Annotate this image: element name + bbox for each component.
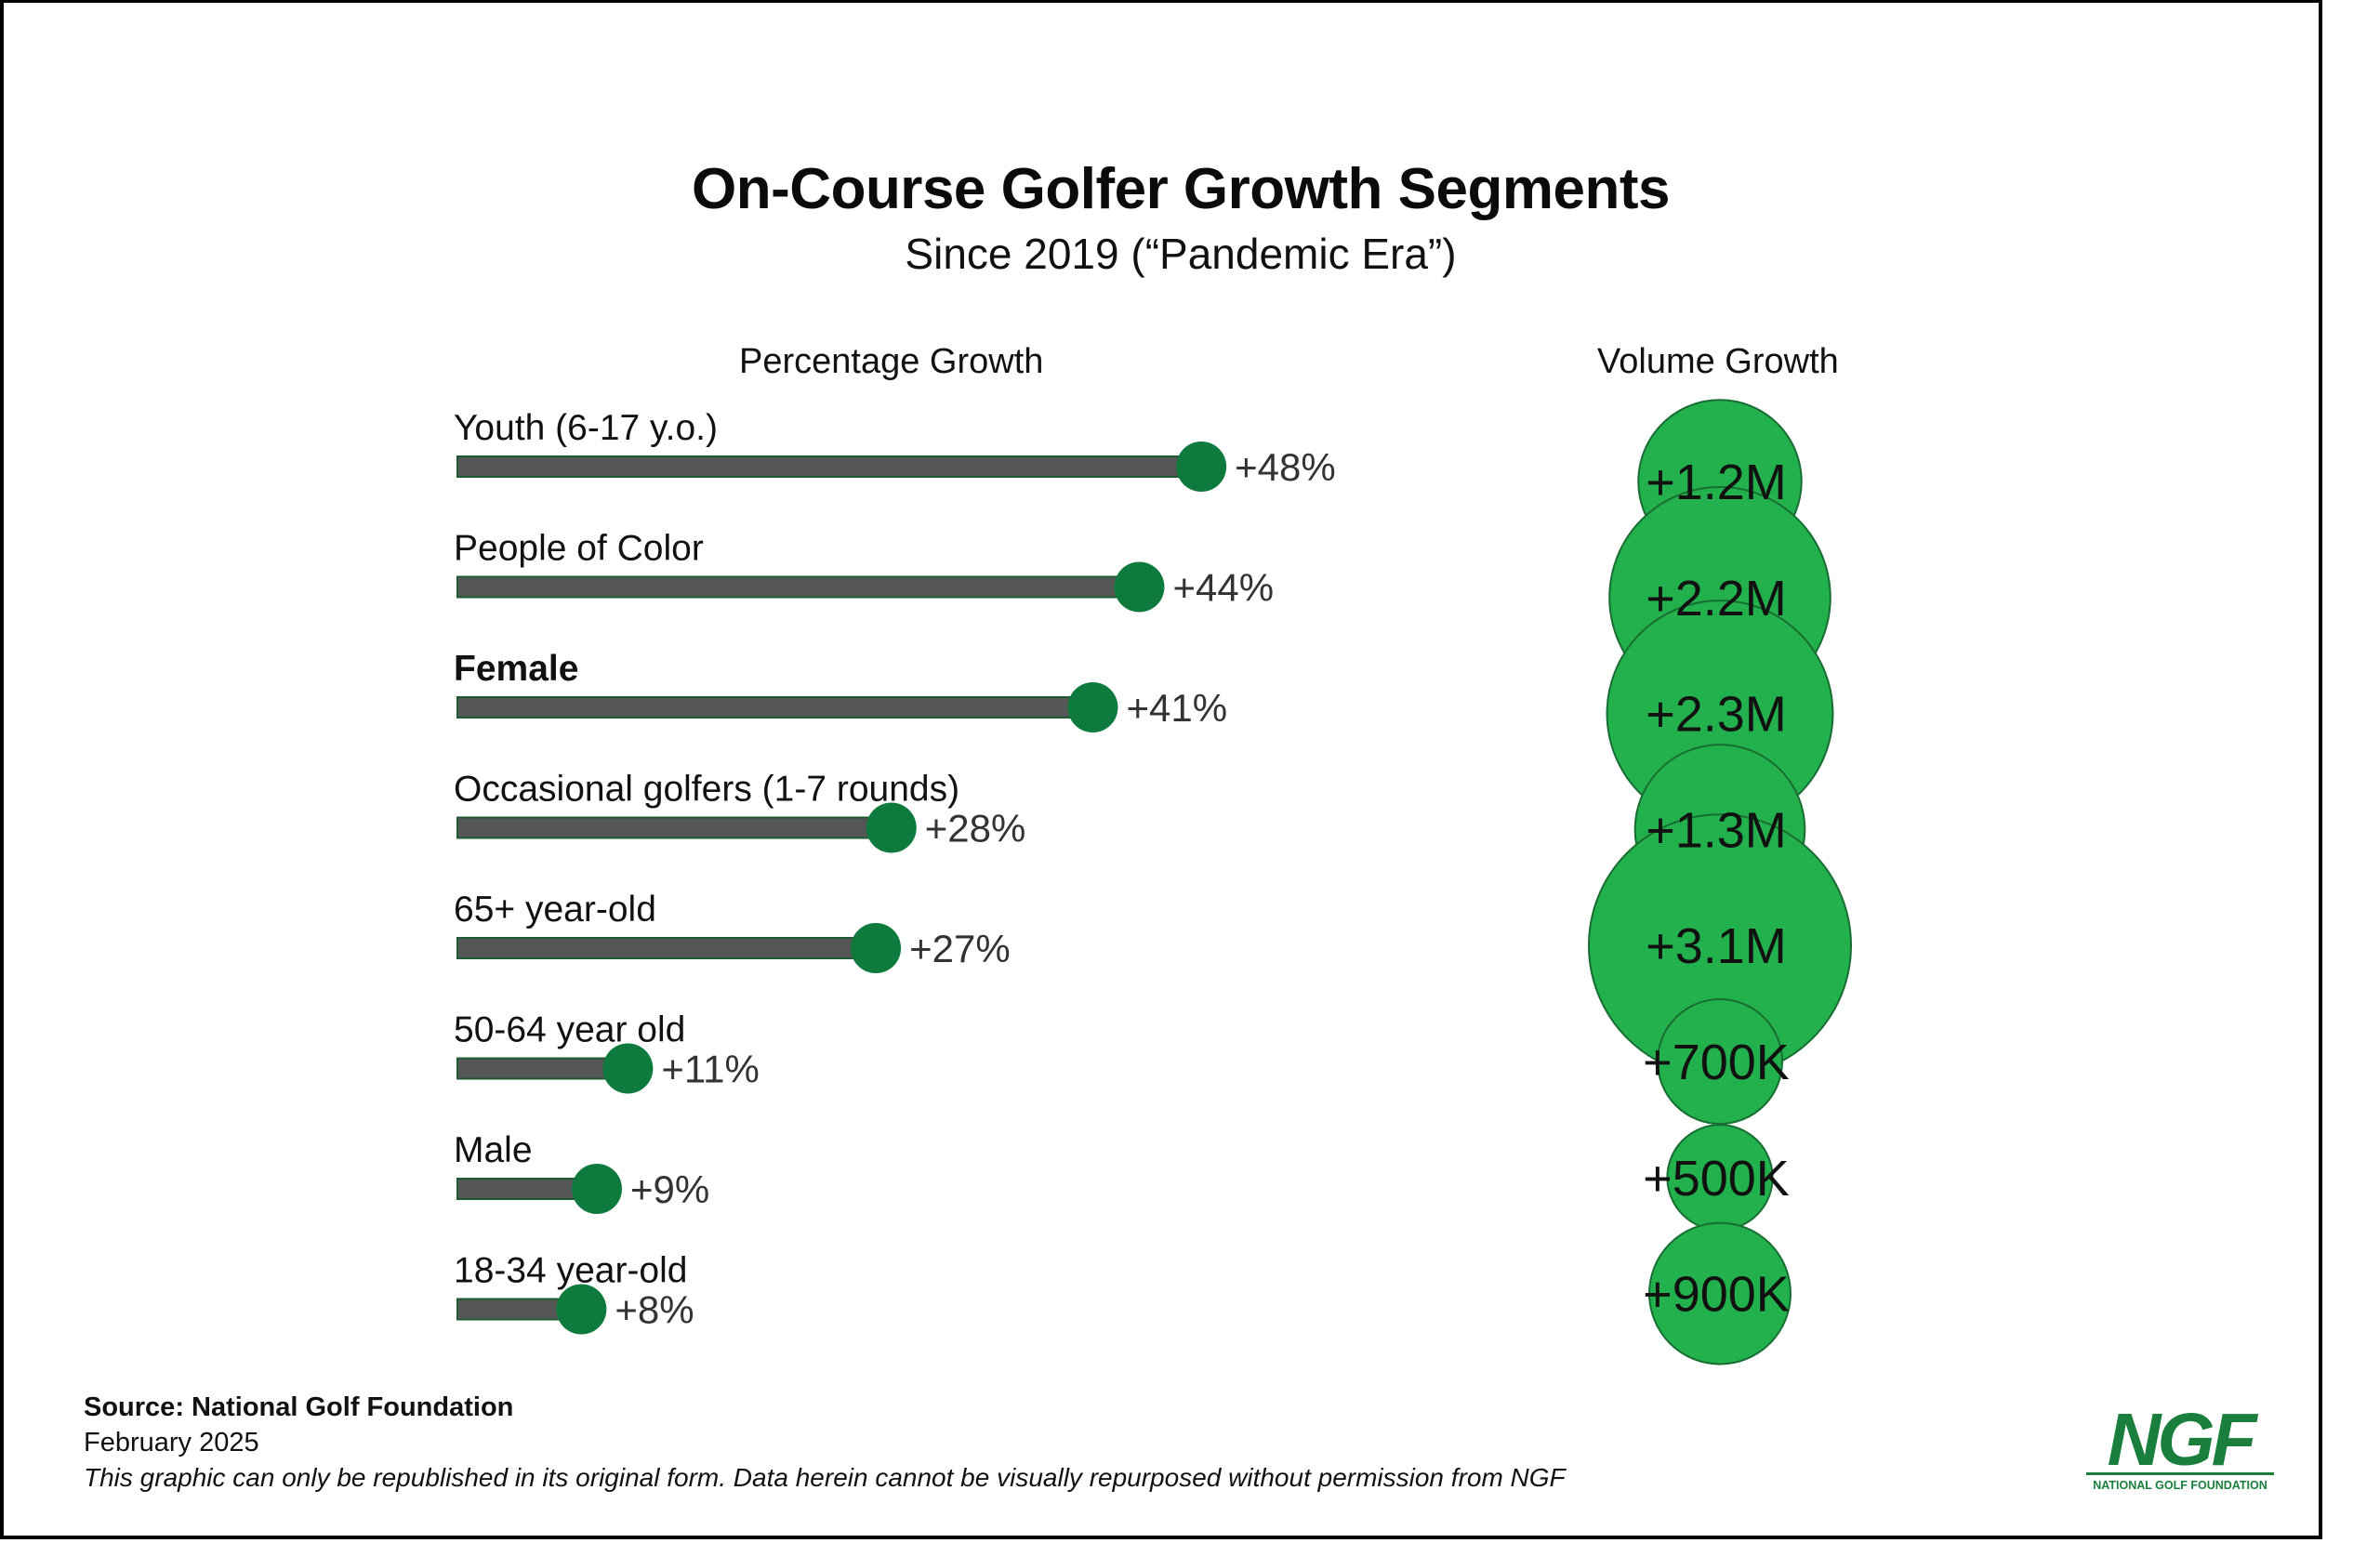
publication-date: February 2025 <box>84 1428 259 1457</box>
volume-value-label: +2.2M <box>1646 571 1787 626</box>
percentage-value-label: +41% <box>1126 686 1227 730</box>
percentage-value-label: +11% <box>661 1048 759 1091</box>
volume-value-label: +2.3M <box>1646 687 1787 743</box>
percentage-value-label: +8% <box>615 1288 694 1332</box>
bar-category-label: 65+ year-old <box>454 890 656 930</box>
volume-value-label: +900K <box>1643 1267 1790 1323</box>
percentage-bar-end-dot <box>572 1164 623 1214</box>
percentage-bar-end-dot <box>1114 561 1165 613</box>
disclaimer-note: This graphic can only be republished in … <box>84 1463 1566 1492</box>
ngf-logo-subtext: NATIONAL GOLF FOUNDATION <box>2093 1479 2267 1492</box>
percentage-bar-end-dot <box>1176 442 1227 492</box>
percentage-bar <box>456 575 1141 599</box>
volume-value-label: +3.1M <box>1646 918 1787 974</box>
volume-value-label: +1.2M <box>1646 455 1787 510</box>
bar-category-label: 18-34 year-old <box>454 1251 687 1291</box>
volume-value-label: +500K <box>1643 1151 1790 1207</box>
percentage-bar-end-dot <box>866 802 917 853</box>
percentage-value-label: +44% <box>1172 566 1274 610</box>
bar-category-label: 50-64 year old <box>454 1010 685 1050</box>
ngf-logo-wordmark: NGF <box>2108 1402 2259 1481</box>
bar-category-label: Female <box>454 649 578 689</box>
bar-category-label: People of Color <box>454 529 704 569</box>
percentage-bar-end-dot <box>851 923 902 973</box>
percentage-bar-end-dot <box>1067 682 1118 732</box>
percentage-bar-end-dot <box>602 1043 654 1094</box>
percentage-value-label: +48% <box>1235 445 1336 489</box>
volume-growth-heading: Volume Growth <box>1597 342 1839 381</box>
percentage-growth-heading: Percentage Growth <box>739 342 1044 381</box>
volume-value-label: +1.3M <box>1646 802 1787 858</box>
percentage-bar-end-dot <box>556 1284 607 1335</box>
bar-category-label: Youth (6-17 y.o.) <box>454 408 718 448</box>
percentage-value-label: +27% <box>909 927 1011 970</box>
volume-growth-series <box>1588 399 1852 1365</box>
volume-value-label: +700K <box>1643 1035 1790 1090</box>
chart-title: On-Course Golfer Growth Segments <box>692 157 1670 221</box>
volume-bubble <box>1656 997 1784 1126</box>
percentage-value-label: +28% <box>925 807 1026 851</box>
bar-category-label: Male <box>454 1130 533 1170</box>
volume-growth-labels: +1.2M +2.2M +2.3M +1.3M +3.1M +700K +500K +900K <box>1643 455 1790 1323</box>
ngf-logo-rule <box>2086 1472 2274 1475</box>
percentage-bar <box>456 816 892 839</box>
percentage-bar <box>456 937 878 959</box>
percentage-growth-series: Youth (6-17 y.o.) +48% People of Color +44%… <box>454 408 1336 1335</box>
ngf-logo: NGF NATIONAL GOLF FOUNDATION <box>2086 1402 2274 1492</box>
percentage-bar <box>456 1057 629 1080</box>
chart-subtitle: Since 2019 (“Pandemic Era”) <box>905 230 1457 278</box>
percentage-value-label: +9% <box>630 1167 709 1211</box>
percentage-bar <box>456 455 1203 478</box>
percentage-bar <box>456 696 1094 719</box>
source-note: Source: National Golf Foundation <box>84 1392 514 1422</box>
volume-bubble <box>1648 1221 1792 1365</box>
chart-frame <box>0 0 2322 1539</box>
bar-category-label: Occasional golfers (1-7 rounds) <box>454 770 959 810</box>
